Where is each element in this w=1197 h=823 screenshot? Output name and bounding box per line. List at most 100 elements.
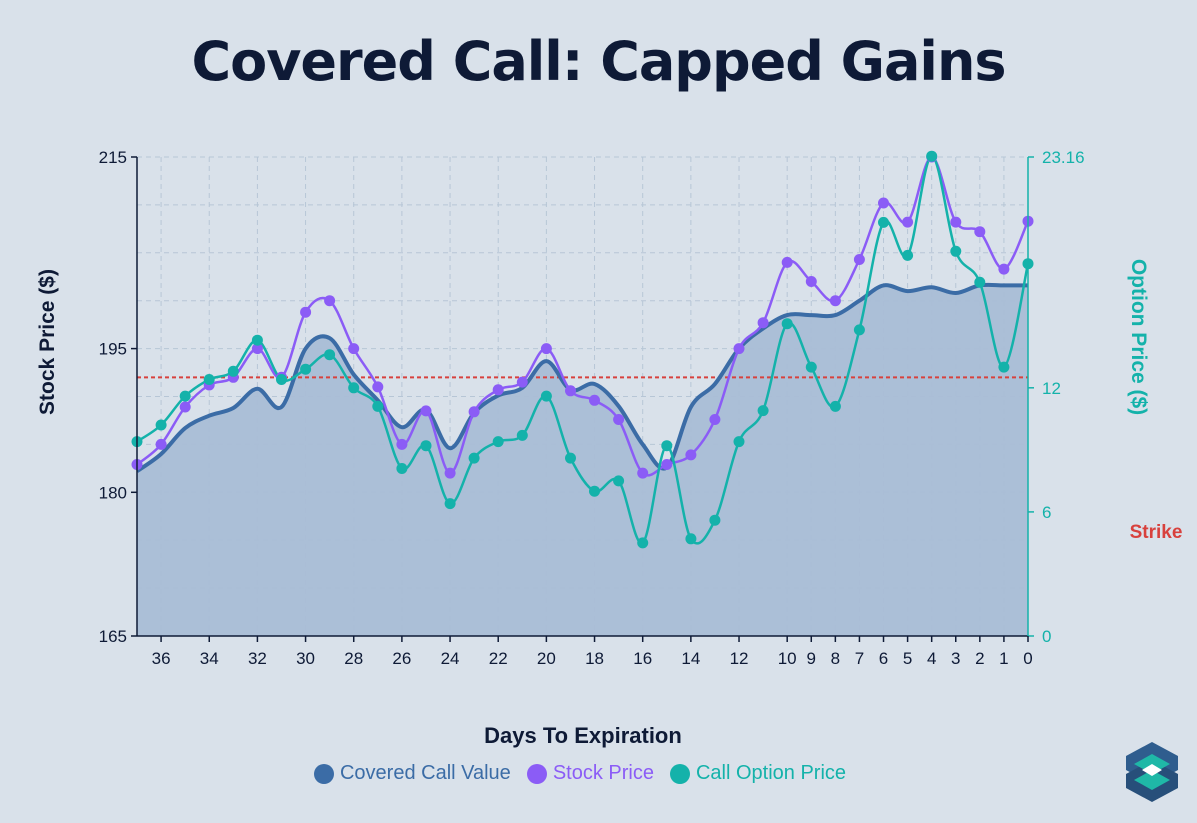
- point-stock: [516, 376, 528, 388]
- point-stock: [709, 414, 721, 425]
- x-tick-label: 22: [489, 649, 508, 668]
- x-tick-label: 8: [831, 649, 840, 668]
- point-option: [902, 249, 914, 261]
- x-axis-label: Days To Expiration: [484, 723, 682, 748]
- legend-swatch-stock: [526, 763, 547, 784]
- x-tick-label: 5: [903, 649, 912, 668]
- point-stock: [372, 381, 384, 393]
- point-option: [276, 374, 287, 385]
- x-tick-label: 9: [807, 649, 816, 668]
- legend-label-option: Call Option Price: [695, 762, 847, 784]
- point-stock: [853, 254, 865, 265]
- point-stock: [685, 449, 697, 461]
- stacked-diamond-logo-icon: [1126, 742, 1178, 802]
- point-option: [516, 429, 528, 441]
- point-stock: [540, 343, 552, 355]
- x-tick-label: 32: [248, 649, 267, 668]
- area-covered-call: [137, 284, 1028, 636]
- legend-swatch-covered-call: [313, 763, 334, 784]
- point-stock: [950, 216, 962, 228]
- x-tick-label: 34: [200, 649, 219, 668]
- x-tick-label: 36: [152, 649, 171, 668]
- point-option: [589, 485, 600, 497]
- point-stock: [613, 414, 625, 425]
- point-option: [540, 390, 552, 402]
- y2-tick-label: 23.16: [1042, 148, 1085, 167]
- covered-call-area: [137, 284, 1028, 636]
- legend-item-covered-call[interactable]: Covered Call Value: [313, 762, 511, 785]
- y2-tick-label: 12: [1042, 379, 1061, 398]
- y-tick-label: 195: [99, 340, 127, 359]
- y2-axis-label: Option Price ($): [1127, 259, 1150, 415]
- series-markers: [131, 150, 1034, 549]
- point-stock: [155, 438, 167, 450]
- point-option: [733, 436, 745, 448]
- point-stock: [324, 295, 336, 307]
- x-tick-label: 20: [537, 649, 556, 668]
- point-stock: [396, 438, 408, 450]
- x-tick-label: 3: [951, 649, 960, 668]
- point-option: [661, 440, 673, 452]
- y-tick-label: 165: [99, 627, 127, 646]
- point-option: [878, 216, 889, 228]
- point-option: [203, 374, 215, 385]
- y-tick-label: 180: [99, 483, 127, 502]
- point-option: [637, 537, 649, 549]
- point-stock: [733, 343, 745, 355]
- point-option: [179, 390, 191, 402]
- point-stock: [300, 306, 312, 318]
- point-option: [998, 361, 1010, 373]
- point-stock: [468, 406, 480, 418]
- strike-label: Strike: [1130, 522, 1183, 543]
- point-option: [372, 400, 384, 412]
- point-option: [348, 382, 360, 394]
- point-stock: [492, 384, 504, 396]
- point-option: [565, 452, 576, 464]
- chart-title: Covered Call: Capped Gains: [191, 30, 1006, 93]
- x-tick-label: 7: [855, 649, 864, 668]
- point-option: [926, 150, 938, 162]
- point-option: [468, 452, 480, 464]
- legend-item-stock[interactable]: Stock Price: [526, 762, 654, 785]
- point-option: [757, 405, 769, 417]
- point-stock: [902, 216, 914, 228]
- legend: Covered Call Value Stock Price Call Opti…: [0, 762, 1160, 785]
- point-option: [324, 349, 336, 361]
- point-stock: [251, 343, 263, 355]
- point-option: [853, 324, 865, 336]
- y-axis-label: Stock Price ($): [36, 269, 59, 415]
- legend-item-option[interactable]: Call Option Price: [669, 762, 847, 785]
- point-stock: [757, 317, 769, 329]
- point-stock: [829, 295, 841, 307]
- legend-swatch-option: [669, 763, 690, 784]
- point-stock: [444, 467, 456, 479]
- point-option: [251, 334, 263, 346]
- x-tick-label: 6: [879, 649, 888, 668]
- x-tick-label: 18: [585, 649, 604, 668]
- point-option: [829, 400, 841, 412]
- point-stock: [998, 263, 1010, 275]
- point-stock: [589, 394, 600, 406]
- x-tick-label: 2: [975, 649, 984, 668]
- point-option: [950, 245, 962, 257]
- x-tick-label: 4: [927, 649, 936, 668]
- x-tick-label: 26: [392, 649, 411, 668]
- x-tick-label: 30: [296, 649, 315, 668]
- point-option: [709, 514, 721, 526]
- point-stock: [878, 197, 889, 209]
- y2-tick-label: 6: [1042, 503, 1051, 522]
- legend-label-stock: Stock Price: [552, 762, 654, 784]
- point-stock: [661, 459, 673, 470]
- point-stock: [348, 343, 360, 355]
- x-tick-label: 0: [1023, 649, 1032, 668]
- point-option: [227, 365, 239, 377]
- x-tick-label: 16: [633, 649, 652, 668]
- line-covered-call: [135, 282, 1028, 473]
- point-stock: [974, 226, 986, 238]
- point-option: [396, 463, 408, 474]
- point-option: [613, 475, 625, 487]
- point-stock: [420, 405, 432, 417]
- point-stock: [805, 276, 817, 287]
